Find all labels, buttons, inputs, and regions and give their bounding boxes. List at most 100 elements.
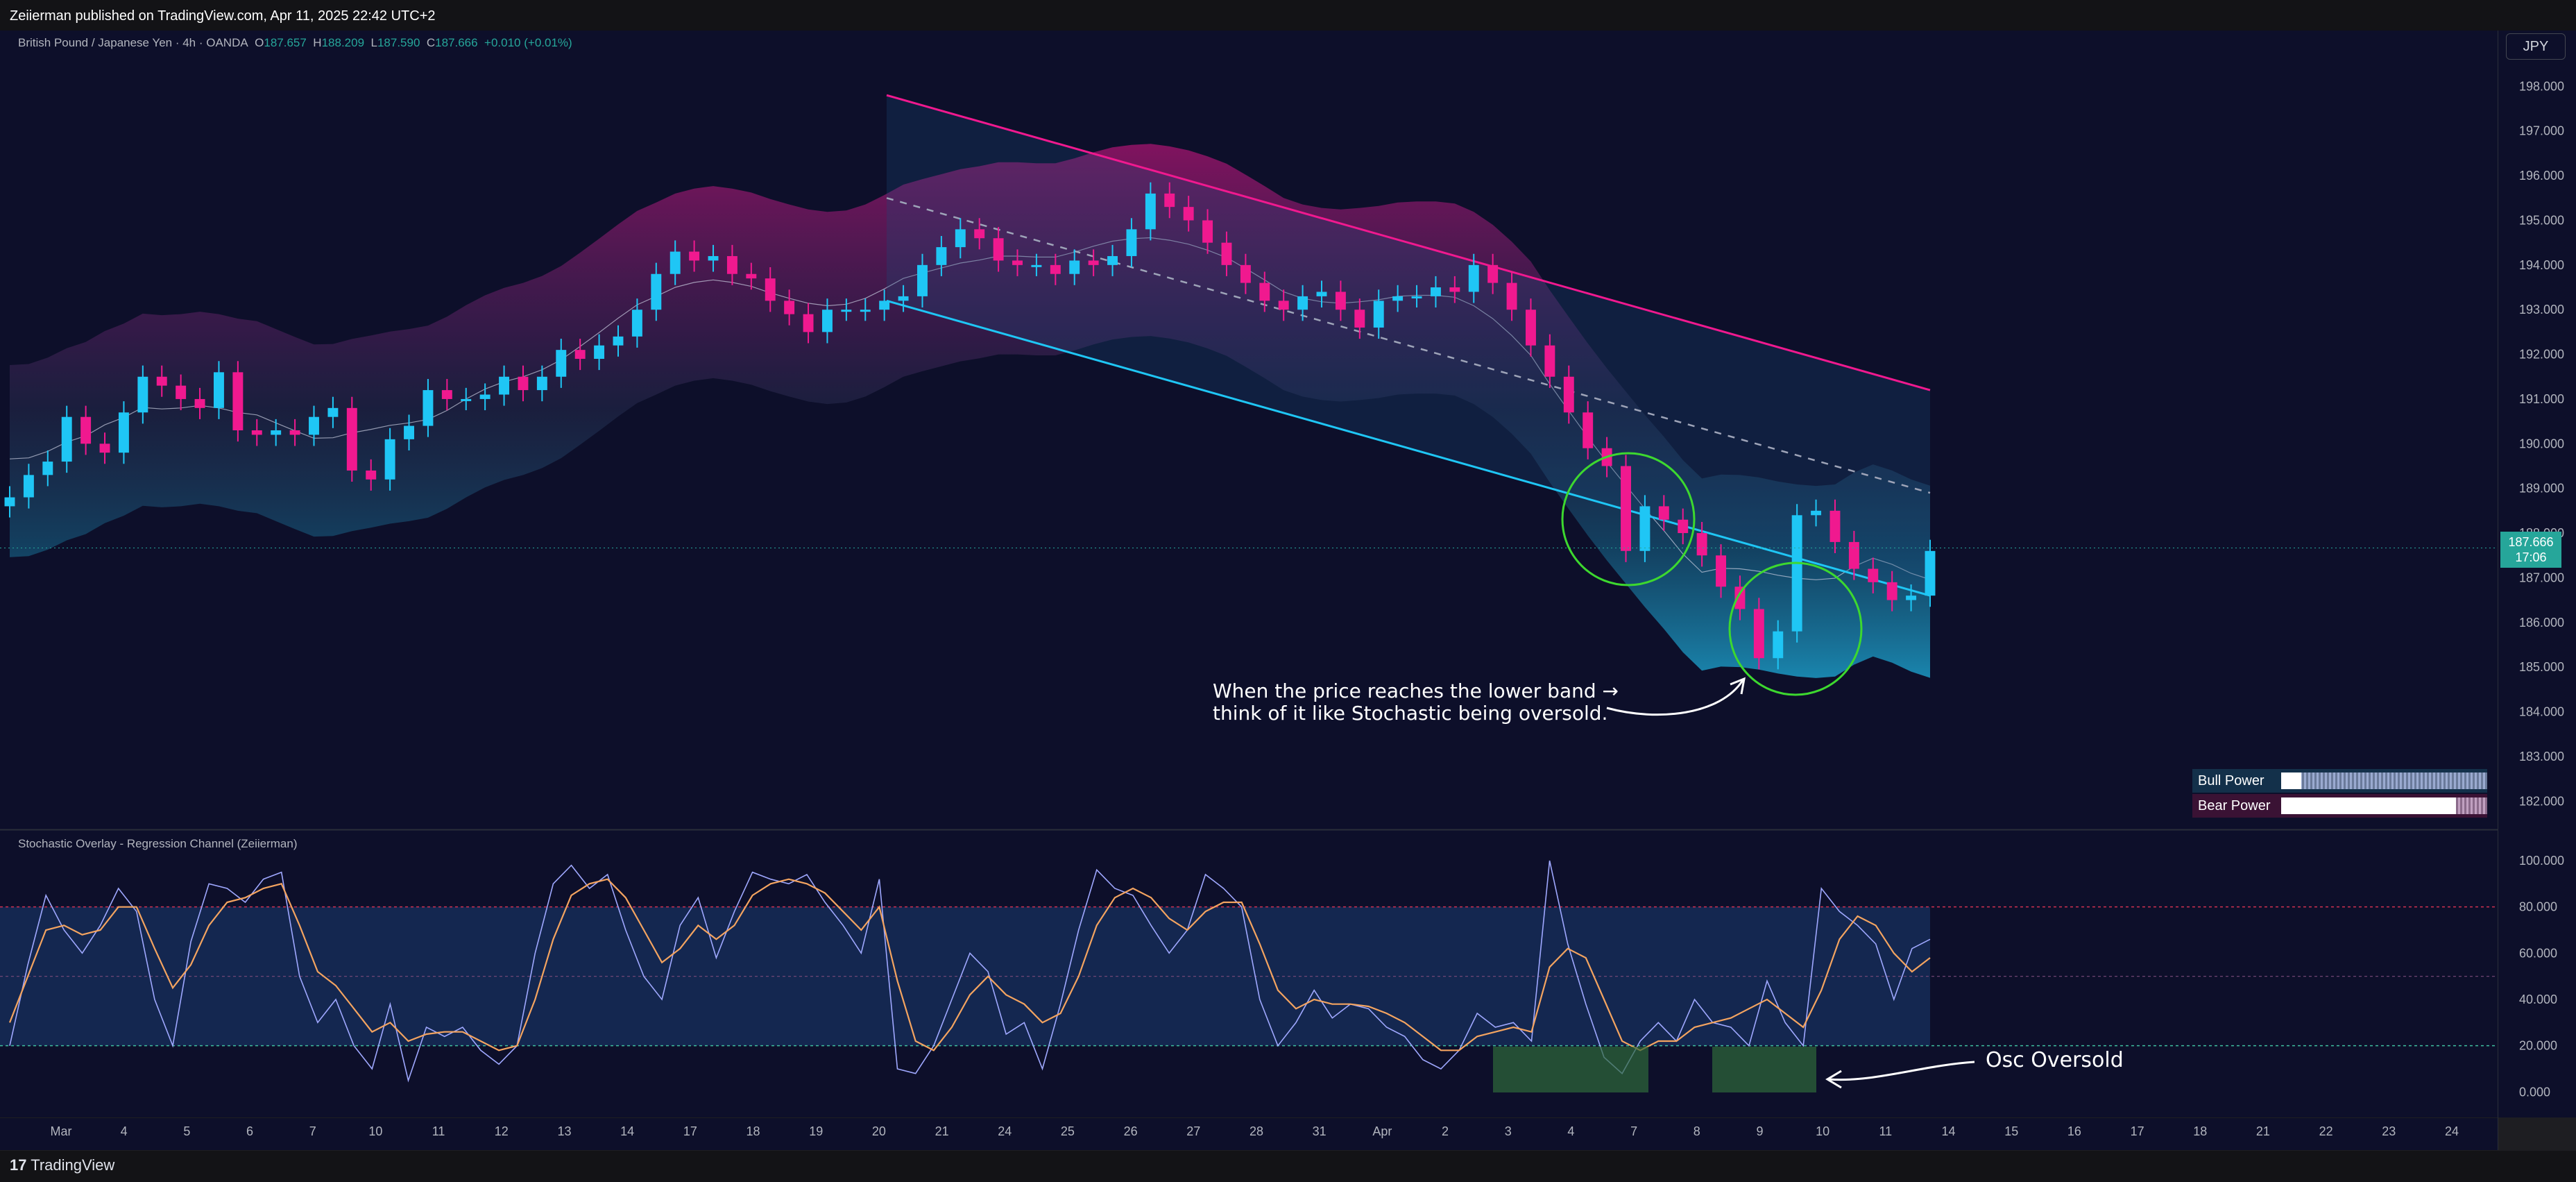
channel-lower-line (886, 299, 1931, 597)
candle-body (441, 390, 452, 399)
candle-body (574, 350, 586, 360)
candle-body (689, 251, 700, 261)
price-tick: 190.000 (2519, 437, 2564, 450)
currency-label: JPY (2523, 38, 2549, 54)
time-axis (0, 1118, 2498, 1150)
osc-annotation: Osc Oversold (1986, 1048, 2124, 1072)
time-tick: 7 (309, 1124, 316, 1138)
candle-body (1183, 207, 1194, 221)
candles (0, 182, 2498, 670)
highlight-circle-2 (1728, 562, 1863, 696)
candle-body (784, 301, 795, 314)
candle-body (651, 273, 662, 310)
time-tick: 24 (2445, 1124, 2459, 1138)
osc-annotation-arrowhead (1825, 1070, 1842, 1089)
price-tick: 185.000 (2519, 660, 2564, 674)
candle-body (765, 278, 776, 301)
candle-body (194, 398, 205, 408)
channel-upper-line (886, 94, 1931, 391)
power-table: Bull Power Bear Power (2192, 769, 2487, 819)
candle-body (1678, 519, 1689, 534)
band-annotation-line1: When the price reaches the lower band → (1213, 679, 1619, 702)
oversold-zone-2 (1712, 1047, 1816, 1092)
candle-body (1583, 412, 1594, 448)
time-tick: 22 (2319, 1124, 2333, 1138)
candle-body (1811, 510, 1822, 516)
candle-body (1696, 533, 1707, 556)
time-tick: 24 (998, 1124, 1012, 1138)
price-tick: 193.000 (2519, 303, 2564, 316)
candle-body (821, 310, 833, 332)
bear-power-bar (2280, 797, 2487, 814)
candle-body (23, 475, 34, 498)
candle-body (1773, 631, 1784, 659)
candle-body (346, 407, 357, 471)
price-ticks: 198.000 197.000 196.000 195.000 194.000 193.0… (2519, 79, 2564, 808)
osc-range-fill (0, 906, 1930, 1046)
change-value: +0.010 (+0.01%) (484, 36, 572, 49)
time-tick: 4 (121, 1124, 128, 1138)
candle-body (1145, 193, 1156, 230)
candle-body (1563, 376, 1574, 413)
candle-body (404, 425, 414, 439)
osc-tick: 20.000 (2519, 1039, 2557, 1053)
time-ticks: Mar 4 5 6 7 10 11 12 13 14 17 18 19 20 21 24 25 26 27 28 31 A… (51, 1124, 2459, 1138)
candle-body (1468, 264, 1479, 292)
candle-body (1240, 264, 1251, 283)
time-tick: 12 (495, 1124, 509, 1138)
time-tick: 10 (1816, 1124, 1829, 1138)
candle-body (461, 398, 472, 401)
time-tick: 19 (809, 1124, 823, 1138)
tv-logo-icon: 17 (10, 1156, 27, 1174)
time-tick: 9 (1756, 1124, 1763, 1138)
candle-body (479, 394, 491, 399)
time-tick: 27 (1186, 1124, 1200, 1138)
candle-body (1107, 255, 1118, 265)
osc-tick: 60.000 (2519, 946, 2557, 960)
candle-body (1088, 260, 1099, 265)
candle-body (1012, 260, 1023, 265)
candle-body (841, 310, 852, 312)
candle-body (1716, 555, 1726, 587)
publisher-bar: Zeiierman published on TradingView.com, … (0, 0, 2576, 31)
candle-body (1829, 510, 1841, 542)
currency-button[interactable]: JPY (2506, 33, 2566, 60)
price-tick: 182.000 (2519, 794, 2564, 808)
candle-body (499, 376, 510, 395)
time-tick: 8 (1694, 1124, 1700, 1138)
bull-power-bar (2280, 772, 2487, 789)
time-tick: Mar (51, 1124, 72, 1138)
time-tick: 21 (2256, 1124, 2270, 1138)
price-tick: 198.000 (2519, 79, 2564, 93)
time-tick: 3 (1505, 1124, 1512, 1138)
time-tick: 2 (1442, 1124, 1449, 1138)
symbol-legend[interactable]: British Pound / Japanese Yen · 4h · OAND… (18, 36, 572, 50)
open-label: O (255, 36, 264, 49)
candle-body (1430, 287, 1441, 296)
candle-body (1734, 586, 1746, 609)
candle-body (1069, 260, 1080, 274)
price-tick: 184.000 (2519, 705, 2564, 719)
time-tick: 17 (2131, 1124, 2144, 1138)
candle-body (917, 264, 928, 296)
candle-body (289, 430, 300, 435)
oscillator-ticks: 100.000 80.000 60.000 40.000 20.000 0.000 (2519, 854, 2564, 1099)
indicator-title[interactable]: Stochastic Overlay - Regression Channel … (18, 837, 298, 850)
candle-body (613, 336, 624, 346)
tradingview-logo[interactable]: 17 TradingView (10, 1156, 114, 1174)
candle-body (80, 416, 92, 444)
candle-body (1639, 506, 1650, 551)
candle-body (746, 273, 757, 279)
candle-body (1164, 193, 1175, 208)
band-annotation-arrowhead (1730, 677, 1746, 695)
candle-body (1373, 301, 1384, 328)
price-tick: 187.000 (2519, 571, 2564, 584)
candle-body (1791, 515, 1802, 632)
candle-body (631, 310, 642, 337)
time-tick: 18 (2193, 1124, 2207, 1138)
candle-body (1868, 568, 1879, 582)
candle-body (1621, 466, 1631, 551)
time-tick: 25 (1061, 1124, 1075, 1138)
time-tick: 31 (1313, 1124, 1327, 1138)
